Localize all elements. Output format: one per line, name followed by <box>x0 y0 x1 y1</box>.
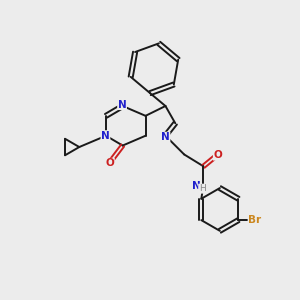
Text: N: N <box>101 131 110 141</box>
Text: N: N <box>161 132 170 142</box>
Text: N: N <box>118 100 126 110</box>
Text: O: O <box>106 158 114 168</box>
Text: O: O <box>213 150 222 160</box>
Text: H: H <box>199 184 206 193</box>
Text: N: N <box>192 181 200 191</box>
Text: Br: Br <box>248 215 261 225</box>
